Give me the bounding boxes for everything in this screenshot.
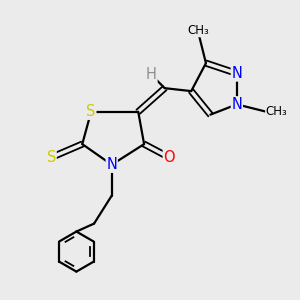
Text: S: S: [47, 150, 56, 165]
Text: O: O: [163, 150, 175, 165]
Text: CH₃: CH₃: [188, 24, 209, 37]
Text: N: N: [106, 157, 117, 172]
Text: S: S: [86, 104, 96, 119]
Text: N: N: [231, 66, 242, 81]
Text: CH₃: CH₃: [266, 105, 287, 118]
Text: N: N: [231, 97, 242, 112]
Text: H: H: [146, 68, 157, 82]
